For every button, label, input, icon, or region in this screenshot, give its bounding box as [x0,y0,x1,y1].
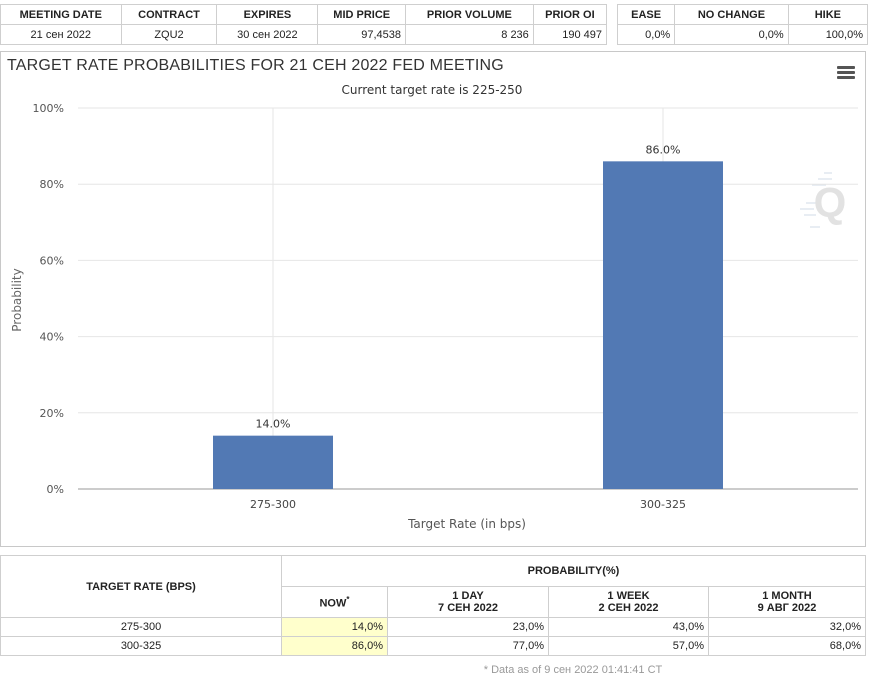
bar-layer [213,161,723,489]
cell-prior-volume: 8 236 [405,24,534,45]
label-layer: 0% 20% 40% 60% 80% 100% 275-300 300-325 14.0% 86.… [33,102,686,511]
cell-expires: 30 сен 2022 [216,24,319,45]
col-1-day-line1: 1 DAY [452,590,484,602]
x-axis-title: Target Rate (in bps) [407,517,526,531]
y-axis-title: Probability [10,268,24,331]
ehn-data-row: 0,0% 0,0% 100,0% [616,24,869,45]
bar-chart: 0% 20% 40% 60% 80% 100% 275-300 300-325 14.0% 86.… [10,83,858,531]
col-header-prior-volume: PRIOR VOLUME [405,4,534,25]
now-asterisk: * [346,594,350,604]
y-tick-label: 80% [40,178,64,191]
col-header-ease: EASE [616,4,676,25]
table-row: 300-325 86,0% 77,0% 57,0% 68,0% [0,636,866,656]
rate-cell: 300-325 [0,636,282,656]
data-label: 86.0% [646,143,681,156]
data-timestamp-note: * Data as of 9 сен 2022 01:41:41 CT [483,664,663,676]
col-header-1-day: 1 DAY 7 СЕН 2022 [387,586,549,618]
y-tick-label: 40% [40,331,64,344]
prob-subheader-row: NOW* 1 DAY 7 СЕН 2022 1 WEEK 2 СЕН 2022 … [1,586,866,618]
rate-cell: 275-300 [0,617,282,637]
one-week-cell: 57,0% [548,636,709,656]
grid-layer [78,107,858,490]
y-tick-label: 20% [40,407,64,420]
data-label: 14.0% [256,418,291,431]
ease-hike-table: EASE NO CHANGE HIKE 0,0% 0,0% 100,0% [616,4,869,45]
target-rate-header: TARGET RATE (BPS) [0,555,282,618]
col-1-week-line2: 2 СЕН 2022 [598,602,659,614]
meeting-header-row: MEETING DATE CONTRACT EXPIRES MID PRICE … [0,4,608,25]
meeting-data-row: 21 сен 2022 ZQU2 30 сен 2022 97,4538 8 2… [0,24,608,45]
y-tick-label: 60% [40,254,64,267]
one-week-cell: 43,0% [548,617,709,637]
cell-prior-oi: 190 497 [532,24,608,45]
hamburger-menu-icon[interactable] [837,66,855,80]
col-header-hike: HIKE [787,4,869,25]
chart-subtitle: Current target rate is 225-250 [342,83,523,97]
col-1-week-line1: 1 WEEK [607,590,650,602]
col-1-day-line2: 7 СЕН 2022 [438,602,498,614]
col-header-meeting-date: MEETING DATE [0,4,122,25]
x-tick-label: 300-325 [640,498,686,511]
col-header-expires: EXPIRES [216,4,319,25]
col-header-mid-price: MID PRICE [317,4,407,25]
one-day-cell: 23,0% [387,617,549,637]
cell-no-change: 0,0% [674,24,789,45]
table-row: 275-300 14,0% 23,0% 43,0% 32,0% [0,617,866,637]
cell-mid-price: 97,4538 [317,24,407,45]
col-header-contract: CONTRACT [120,4,218,25]
svg-text:Q: Q [814,179,847,226]
col-header-prior-oi: PRIOR OI [532,4,608,25]
bar-275-300[interactable] [213,435,333,489]
y-tick-label: 100% [33,102,64,115]
one-month-cell: 32,0% [708,617,866,637]
meeting-info-table: MEETING DATE CONTRACT EXPIRES MID PRICE … [0,4,608,45]
now-label: NOW [319,597,347,610]
ehn-header-row: EASE NO CHANGE HIKE [616,4,869,25]
bar-300-325[interactable] [603,161,723,489]
col-header-no-change: NO CHANGE [674,4,789,25]
chart-panel: TARGET RATE PROBABILITIES FOR 21 СЕН 202… [0,51,866,547]
col-header-now: NOW* [281,586,388,618]
col-header-1-week: 1 WEEK 2 СЕН 2022 [548,586,709,618]
cell-contract: ZQU2 [120,24,218,45]
x-tick-label: 275-300 [250,498,296,511]
cell-ease: 0,0% [616,24,676,45]
prob-group-row: TARGET RATE (BPS) PROBABILITY(%) [0,555,866,618]
col-header-1-month: 1 MONTH 9 АВГ 2022 [708,586,866,618]
y-tick-label: 0% [47,483,64,496]
cell-hike: 100,0% [787,24,869,45]
chart-title: TARGET RATE PROBABILITIES FOR 21 СЕН 202… [7,57,504,74]
probability-group-header: PROBABILITY(%) [281,555,866,587]
col-1-month-line1: 1 MONTH [762,590,812,602]
q-logo-icon: Q [800,172,847,228]
one-day-cell: 77,0% [387,636,549,656]
now-cell: 86,0% [281,636,388,656]
one-month-cell: 68,0% [708,636,866,656]
probability-table: TARGET RATE (BPS) PROBABILITY(%) NOW* 1 … [0,555,866,656]
col-1-month-line2: 9 АВГ 2022 [757,602,817,614]
now-cell: 14,0% [281,617,388,637]
cell-meeting-date: 21 сен 2022 [0,24,122,45]
